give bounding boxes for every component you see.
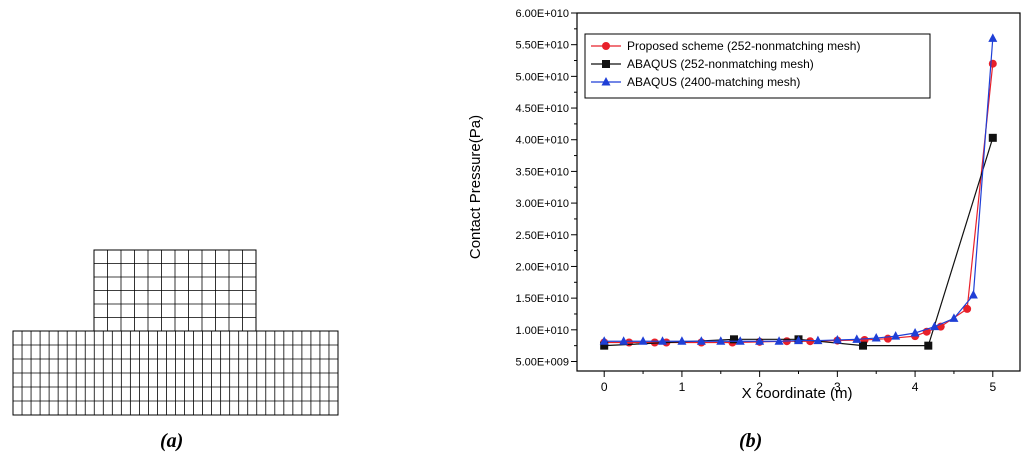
data-point-triangle xyxy=(657,336,667,345)
x-tick-label: 4 xyxy=(912,380,919,394)
y-tick-label: 4.50E+010 xyxy=(515,103,569,115)
series-line xyxy=(604,63,994,344)
data-point-triangle xyxy=(599,336,609,345)
x-tick-label: 0 xyxy=(601,380,608,394)
y-tick-label: 6.00E+010 xyxy=(515,8,569,20)
data-point-circle xyxy=(963,304,972,313)
x-tick-label: 5 xyxy=(989,380,996,394)
y-tick-label: 1.50E+010 xyxy=(515,293,569,305)
y-tick-label: 3.00E+010 xyxy=(515,198,569,210)
y-tick-label: 2.00E+010 xyxy=(515,261,569,273)
legend-label: ABAQUS (252-nonmatching mesh) xyxy=(627,57,814,71)
caption-a: (a) xyxy=(160,430,184,452)
mesh-diagram xyxy=(12,249,339,416)
tick-group: 5.00E+009 1.00E+010 1.50E+010 2.00E+010 2.50… xyxy=(515,8,996,394)
data-point-triangle xyxy=(638,336,648,345)
data-point-square xyxy=(988,133,997,142)
data-point-triangle xyxy=(910,327,920,337)
y-tick-label: 4.00E+010 xyxy=(515,135,569,147)
y-tick-label: 3.50E+010 xyxy=(515,166,569,178)
data-point-circle xyxy=(883,334,892,343)
data-point-square xyxy=(859,341,868,350)
data-point-triangle xyxy=(794,335,803,345)
y-axis-label: Contact Pressure(Pa) xyxy=(467,115,484,259)
x-tick-label: 3 xyxy=(834,380,841,394)
series-group xyxy=(599,33,998,350)
data-point-circle xyxy=(602,42,610,50)
x-tick-label: 2 xyxy=(756,380,763,394)
x-axis-label: X coordinate (m) xyxy=(742,385,853,402)
data-point-square xyxy=(602,60,610,68)
data-point-triangle xyxy=(696,336,706,345)
series-line xyxy=(604,137,994,347)
data-point-triangle xyxy=(832,334,842,344)
data-point-triangle xyxy=(755,336,765,345)
data-point-triangle xyxy=(968,289,978,299)
legend-box xyxy=(584,33,931,99)
data-point-triangle xyxy=(716,336,726,345)
legend-entry: Proposed scheme (252-nonmatching mesh) xyxy=(591,39,860,53)
series-square xyxy=(600,133,997,350)
data-point-triangle xyxy=(619,336,629,345)
legend-label: ABAQUS (2400-matching mesh) xyxy=(627,75,800,89)
data-point-triangle xyxy=(677,336,687,345)
data-point-circle xyxy=(650,338,659,347)
series-triangle xyxy=(599,33,998,345)
data-point-triangle xyxy=(774,336,784,345)
y-tick-label: 5.00E+010 xyxy=(515,71,569,83)
y-tick-label: 1.00E+010 xyxy=(515,325,569,337)
data-point-triangle xyxy=(891,331,901,340)
caption-b: (b) xyxy=(739,430,763,452)
legend-entry: ABAQUS (2400-matching mesh) xyxy=(591,75,800,89)
data-point-triangle xyxy=(930,321,940,331)
data-point-circle xyxy=(988,59,997,68)
data-point-triangle xyxy=(852,334,862,343)
legend-entry: ABAQUS (252-nonmatching mesh) xyxy=(591,57,814,71)
data-point-square xyxy=(600,341,609,350)
series-circle xyxy=(600,59,997,347)
data-point-circle xyxy=(806,337,815,346)
data-point-triangle xyxy=(949,313,959,322)
x-tick-label: 1 xyxy=(679,380,686,394)
data-point-triangle xyxy=(871,333,881,342)
legend: Proposed scheme (252-nonmatching mesh) AB… xyxy=(584,33,931,99)
y-tick-label: 2.50E+010 xyxy=(515,230,569,242)
data-point-triangle xyxy=(988,33,998,42)
data-point-square xyxy=(729,335,738,344)
data-point-square xyxy=(924,341,933,350)
y-tick-label: 5.00E+009 xyxy=(515,356,569,368)
data-point-triangle xyxy=(601,77,611,86)
data-point-triangle xyxy=(813,335,823,345)
y-tick-label: 5.50E+010 xyxy=(515,40,569,52)
mesh-bottom-block xyxy=(12,330,339,416)
data-point-triangle xyxy=(735,336,745,345)
legend-label: Proposed scheme (252-nonmatching mesh) xyxy=(627,39,860,53)
